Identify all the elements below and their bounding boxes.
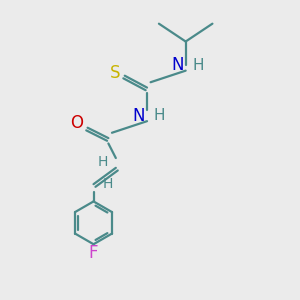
Text: F: F — [89, 244, 98, 262]
Text: O: O — [70, 114, 83, 132]
Text: H: H — [103, 177, 113, 191]
Text: H: H — [192, 58, 204, 73]
Text: N: N — [171, 56, 184, 74]
Text: S: S — [110, 64, 121, 82]
Text: H: H — [97, 155, 108, 169]
Text: N: N — [133, 107, 145, 125]
Text: H: H — [154, 108, 165, 123]
